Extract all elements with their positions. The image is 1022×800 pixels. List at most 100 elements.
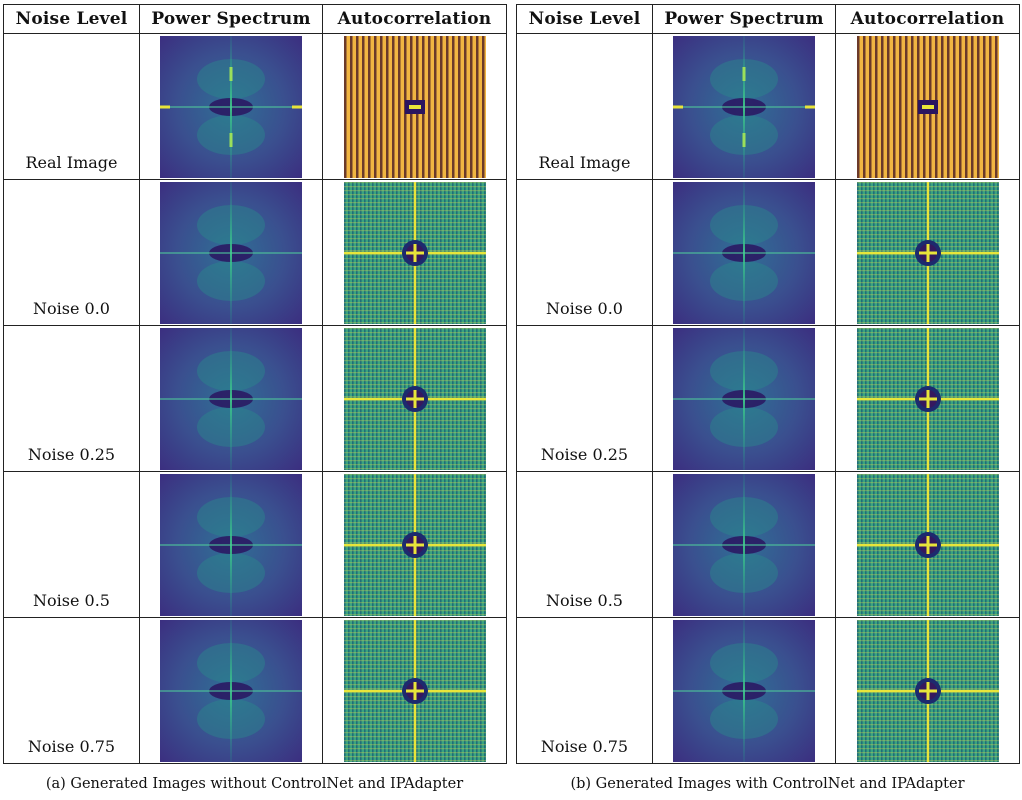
noise-level-label: Noise 0.5 — [546, 591, 623, 610]
noise-level-cell: Noise 0.5 — [3, 471, 140, 618]
noise-level-label: Noise 0.75 — [27, 737, 116, 756]
autocorrelation-plot — [343, 473, 486, 616]
autocorrelation-generated-image — [343, 327, 486, 470]
autocorrelation-generated-image — [856, 327, 999, 470]
power-spectrum-plot — [160, 619, 302, 762]
power-spectrum-cell — [652, 325, 836, 472]
autocorrelation-real-image — [343, 35, 486, 178]
autocorrelation-cell — [322, 471, 507, 618]
autocorrelation-plot — [856, 473, 999, 616]
header-autocorrelation: Autocorrelation — [835, 4, 1020, 34]
noise-level-cell: Real Image — [516, 33, 653, 180]
autocorrelation-cell — [322, 325, 507, 472]
noise-level-cell: Noise 0.0 — [516, 179, 653, 326]
power-spectrum-plot — [673, 619, 815, 762]
noise-level-cell: Noise 0.75 — [516, 617, 653, 764]
power-spectrum-cell — [139, 325, 323, 472]
header-power-spectrum: Power Spectrum — [139, 4, 323, 34]
power-spectrum-generated-image — [673, 473, 815, 616]
power-spectrum-cell — [652, 617, 836, 764]
autocorrelation-generated-image — [343, 181, 486, 324]
autocorrelation-plot — [343, 327, 486, 470]
autocorrelation-generated-image — [856, 181, 999, 324]
autocorrelation-cell — [322, 179, 507, 326]
autocorrelation-cell — [835, 325, 1020, 472]
panel-a: Noise Level Power Spectrum Autocorrelati… — [3, 4, 507, 764]
header-autocorrelation: Autocorrelation — [322, 4, 507, 34]
autocorrelation-plot — [856, 327, 999, 470]
noise-level-label: Real Image — [25, 153, 118, 172]
autocorrelation-real-image — [856, 35, 999, 178]
autocorrelation-cell — [322, 33, 507, 180]
power-spectrum-generated-image — [160, 327, 302, 470]
figure-row: Noise 0.25 — [3, 325, 507, 472]
power-spectrum-plot — [160, 473, 302, 616]
power-spectrum-plot — [160, 327, 302, 470]
power-spectrum-generated-image — [673, 619, 815, 762]
figure-table-b: Noise Level Power Spectrum Autocorrelati… — [516, 4, 1020, 764]
power-spectrum-generated-image — [160, 181, 302, 324]
figure-row: Noise 0.0 — [3, 179, 507, 326]
figure-row: Real Image — [516, 33, 1020, 180]
autocorrelation-generated-image — [343, 619, 486, 762]
autocorrelation-generated-image — [856, 473, 999, 616]
caption-b: (b) Generated Images with ControlNet and… — [570, 776, 965, 792]
power-spectrum-plot — [160, 35, 302, 178]
power-spectrum-cell — [139, 179, 323, 326]
header-noise-level: Noise Level — [3, 4, 140, 34]
autocorrelation-cell — [835, 179, 1020, 326]
noise-level-label: Noise 0.0 — [546, 299, 623, 318]
power-spectrum-real-image — [160, 35, 302, 178]
noise-level-cell: Real Image — [3, 33, 140, 180]
caption-a: (a) Generated Images without ControlNet … — [45, 776, 464, 792]
figure-row: Noise 0.0 — [516, 179, 1020, 326]
power-spectrum-cell — [139, 471, 323, 618]
figure-row: Noise 0.75 — [3, 617, 507, 764]
power-spectrum-generated-image — [673, 327, 815, 470]
autocorrelation-plot — [343, 35, 486, 178]
autocorrelation-plot — [343, 619, 486, 762]
power-spectrum-plot — [673, 327, 815, 470]
power-spectrum-generated-image — [160, 619, 302, 762]
power-spectrum-plot — [673, 35, 815, 178]
header-power-spectrum: Power Spectrum — [652, 4, 836, 34]
power-spectrum-cell — [652, 33, 836, 180]
noise-level-cell: Noise 0.25 — [3, 325, 140, 472]
header-noise-level: Noise Level — [516, 4, 653, 34]
noise-level-label: Noise 0.5 — [33, 591, 110, 610]
power-spectrum-cell — [139, 33, 323, 180]
power-spectrum-plot — [160, 181, 302, 324]
power-spectrum-generated-image — [160, 473, 302, 616]
figure-row: Noise 0.5 — [3, 471, 507, 618]
figure-row: Noise 0.75 — [516, 617, 1020, 764]
panel-b: Noise Level Power Spectrum Autocorrelati… — [516, 4, 1020, 764]
power-spectrum-plot — [673, 181, 815, 324]
autocorrelation-plot — [343, 181, 486, 324]
figure-row: Real Image — [3, 33, 507, 180]
figure-row: Noise 0.25 — [516, 325, 1020, 472]
noise-level-label: Real Image — [538, 153, 631, 172]
noise-level-label: Noise 0.75 — [540, 737, 629, 756]
noise-level-cell: Noise 0.75 — [3, 617, 140, 764]
figure-table-a: Noise Level Power Spectrum Autocorrelati… — [3, 4, 507, 764]
power-spectrum-plot — [673, 473, 815, 616]
noise-level-label: Noise 0.25 — [540, 445, 629, 464]
autocorrelation-generated-image — [856, 619, 999, 762]
autocorrelation-cell — [835, 471, 1020, 618]
noise-level-label: Noise 0.25 — [27, 445, 116, 464]
noise-level-label: Noise 0.0 — [33, 299, 110, 318]
autocorrelation-cell — [322, 617, 507, 764]
autocorrelation-plot — [856, 181, 999, 324]
autocorrelation-plot — [856, 35, 999, 178]
noise-level-cell: Noise 0.5 — [516, 471, 653, 618]
autocorrelation-generated-image — [343, 473, 486, 616]
autocorrelation-cell — [835, 617, 1020, 764]
autocorrelation-plot — [856, 619, 999, 762]
power-spectrum-cell — [139, 617, 323, 764]
noise-level-cell: Noise 0.25 — [516, 325, 653, 472]
noise-level-cell: Noise 0.0 — [3, 179, 140, 326]
power-spectrum-real-image — [673, 35, 815, 178]
power-spectrum-cell — [652, 179, 836, 326]
autocorrelation-cell — [835, 33, 1020, 180]
power-spectrum-cell — [652, 471, 836, 618]
